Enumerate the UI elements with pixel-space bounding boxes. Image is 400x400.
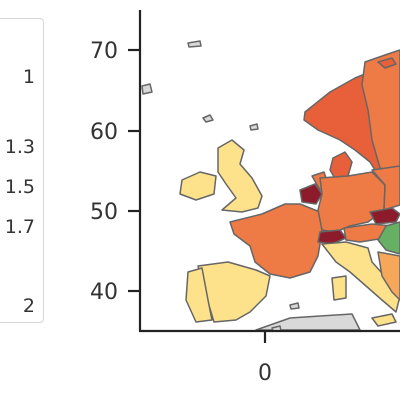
country-finland (361, 49, 400, 176)
y-tick-label: 60 (90, 120, 118, 145)
country-czech (369, 207, 400, 225)
country-switzerland (317, 229, 347, 245)
country-italy (321, 241, 400, 313)
island-small (202, 114, 214, 123)
legend-label: 1 (22, 66, 35, 88)
island-small (249, 123, 259, 131)
country-france (229, 203, 323, 279)
tick-labels: 40 50 60 70 0 (90, 39, 272, 386)
island-sicily (371, 313, 397, 327)
country-balkans (377, 251, 400, 301)
legend-label: 1.7 (4, 216, 35, 238)
island-small (141, 83, 153, 95)
country-ireland (179, 171, 217, 201)
map-legend: 1 1.3 1.5 1.7 2 (0, 18, 44, 323)
country-portugal (185, 267, 213, 323)
y-tick-label: 70 (90, 39, 118, 64)
country-germany (317, 171, 386, 233)
countries (141, 40, 400, 332)
axes (128, 10, 400, 343)
island-north (377, 57, 397, 69)
country-great-britain (217, 139, 263, 213)
legend-label: 1.3 (4, 136, 35, 158)
legend-label: 1.5 (4, 176, 35, 198)
country-hungary (377, 221, 400, 255)
legend-label: 2 (22, 295, 35, 317)
y-tick-label: 40 (90, 280, 118, 305)
country-belgium (299, 183, 323, 205)
x-tick-label: 0 (258, 361, 272, 386)
island-sardinia (331, 275, 347, 301)
island-small (187, 40, 202, 48)
y-tick-label: 50 (90, 200, 118, 225)
island-small (289, 302, 300, 310)
